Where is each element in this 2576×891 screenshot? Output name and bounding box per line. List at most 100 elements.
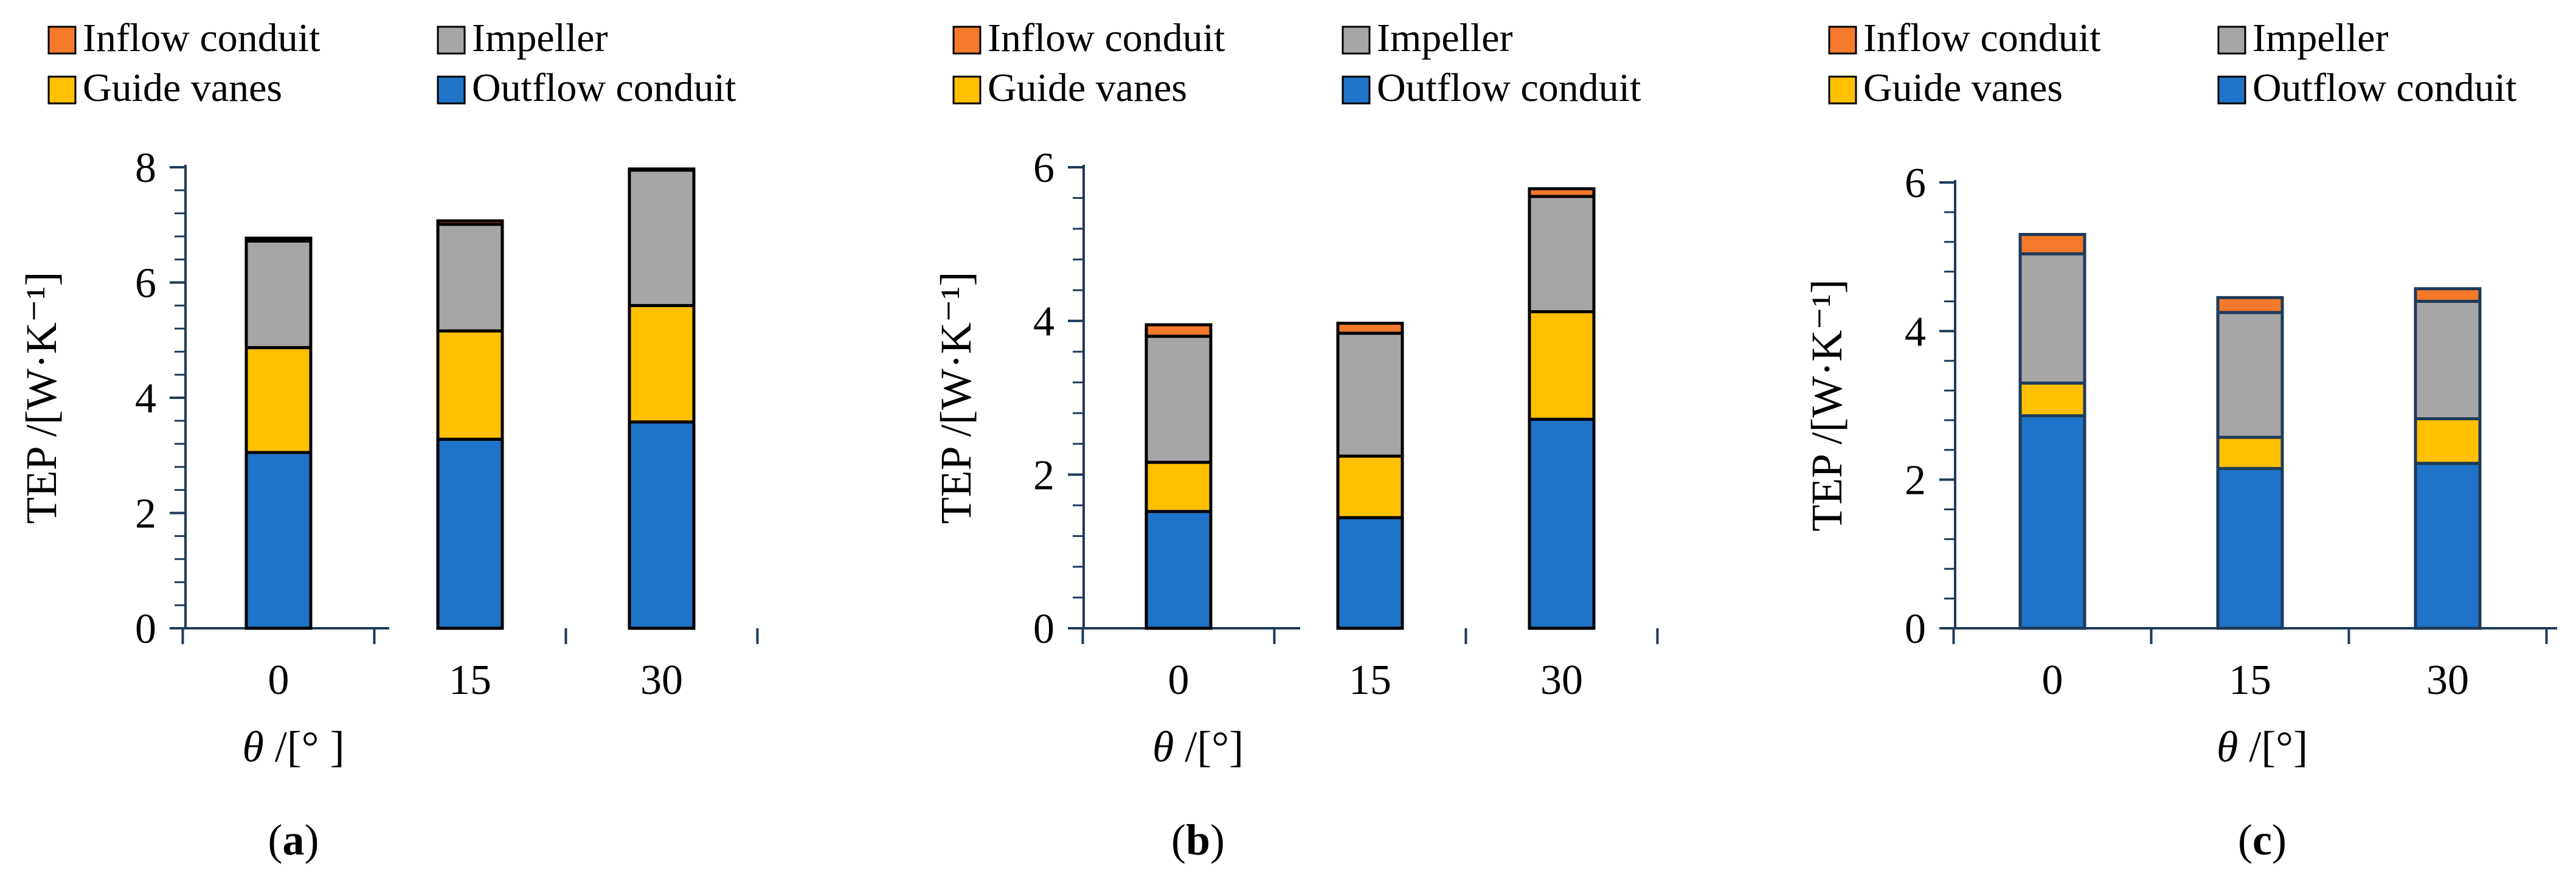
y-tick-label: 6 [1033, 145, 1054, 192]
bar-inflow-conduit-30 [2414, 287, 2482, 303]
bar-outflow-conduit-30 [1528, 417, 1596, 630]
legend-swatch-inflow-conduit [952, 26, 982, 55]
axes: 0 2 4 6 8 0 15 30 [135, 145, 759, 704]
bars [244, 167, 696, 630]
legend-label-outflow-conduit: Outflow conduit [2252, 66, 2516, 110]
x-axis-symbol: θ [1152, 723, 1174, 771]
y-axis-label: TEP /[W·K⁻¹] [1802, 279, 1851, 532]
legend-item-inflow-conduit: Inflow conduit [47, 16, 320, 60]
legend-item-impeller: Impeller [437, 16, 608, 60]
bar-inflow-conduit-30 [628, 167, 696, 172]
bar-inflow-conduit-15 [2216, 296, 2284, 314]
y-tick-label: 6 [135, 260, 156, 307]
bar-impeller-0 [2018, 252, 2086, 385]
legend-swatch-outflow-conduit [437, 75, 466, 105]
legend-label-outflow-conduit: Outflow conduit [472, 66, 736, 110]
bars [2018, 233, 2482, 630]
legend-item-outflow-conduit: Outflow conduit [437, 66, 736, 110]
legend-item-inflow-conduit: Inflow conduit [952, 16, 1225, 60]
bar-outflow-conduit-30 [628, 420, 696, 630]
legend-label-guide-vanes: Guide vanes [988, 66, 1187, 110]
y-tick-label: 2 [1033, 452, 1054, 499]
legend-item-impeller: Impeller [1342, 16, 1513, 60]
y-tick-label: 8 [135, 145, 156, 192]
legend-label-inflow-conduit: Inflow conduit [83, 16, 320, 60]
legend-item-outflow-conduit: Outflow conduit [1342, 66, 1641, 110]
bar-inflow-conduit-0 [244, 237, 313, 243]
bar-guide-vanes-0 [2018, 381, 2086, 418]
legend-swatch-guide-vanes [47, 75, 77, 105]
legend-item-guide-vanes: Guide vanes [47, 66, 282, 110]
y-tick-label: 4 [135, 375, 156, 422]
panel-paren-open: ( [268, 816, 283, 864]
y-tick-label: 6 [1905, 160, 1926, 207]
x-tick-label: 0 [268, 657, 289, 704]
legend-label-impeller: Impeller [2252, 16, 2389, 60]
legend-label-inflow-conduit: Inflow conduit [1863, 16, 2100, 60]
legend-item-inflow-conduit: Inflow conduit [1828, 16, 2100, 60]
axes: 0 2 4 6 0 15 30 [1033, 145, 1659, 704]
legend-swatch-impeller [437, 26, 466, 55]
legend-label-inflow-conduit: Inflow conduit [988, 16, 1225, 60]
bar-outflow-conduit-15 [2216, 466, 2284, 630]
bar-guide-vanes-30 [1528, 310, 1596, 421]
legend-swatch-outflow-conduit [2217, 75, 2246, 105]
panel-label: (c) [2238, 816, 2287, 864]
y-tick-label: 2 [135, 491, 156, 538]
legend-item-outflow-conduit: Outflow conduit [2217, 66, 2516, 110]
bar-outflow-conduit-0 [244, 451, 313, 630]
x-axis-unit: /[°] [1174, 723, 1244, 771]
legend-item-guide-vanes: Guide vanes [1828, 66, 2063, 110]
x-axis-label: θ /[° ] [242, 723, 344, 771]
panel-paren-close: ) [305, 816, 319, 864]
bar-outflow-conduit-0 [2018, 414, 2086, 630]
bar-guide-vanes-30 [628, 303, 696, 424]
y-tick-label: 0 [135, 606, 156, 653]
panel-paren-open: ( [1171, 816, 1186, 864]
panel-a: Inflow conduit Impeller Guide vanes Outflow… [17, 16, 759, 864]
legend-label-guide-vanes: Guide vanes [83, 66, 282, 110]
y-axis-label: TEP /[W·K⁻¹] [17, 272, 66, 524]
panel-paren-open: ( [2238, 816, 2252, 864]
x-axis-symbol: θ [2217, 723, 2238, 771]
panel-letter: c [2252, 816, 2272, 864]
x-tick-label: 0 [1168, 657, 1189, 704]
bar-guide-vanes-0 [244, 346, 313, 454]
legend-swatch-inflow-conduit [1828, 26, 1857, 55]
legend-label-guide-vanes: Guide vanes [1863, 66, 2063, 110]
panel-letter: a [283, 816, 305, 864]
legend-swatch-guide-vanes [952, 75, 982, 105]
bar-impeller-0 [1144, 335, 1213, 464]
bar-inflow-conduit-15 [1336, 321, 1404, 335]
bar-guide-vanes-30 [2414, 417, 2482, 465]
legend-label-impeller: Impeller [472, 16, 608, 60]
bars [1144, 187, 1596, 630]
panel-label: (a) [268, 816, 319, 864]
panel-paren-close: ) [2272, 816, 2287, 864]
x-tick-label: 0 [2042, 657, 2063, 704]
bar-impeller-15 [1336, 331, 1404, 458]
bar-impeller-30 [2414, 299, 2482, 420]
legend-label-outflow-conduit: Outflow conduit [1377, 66, 1641, 110]
y-tick-label: 4 [1033, 299, 1054, 345]
bar-outflow-conduit-15 [436, 437, 504, 630]
x-tick-label: 15 [1349, 657, 1391, 704]
bar-impeller-15 [2216, 311, 2284, 439]
bar-inflow-conduit-0 [1144, 323, 1213, 338]
bar-guide-vanes-15 [1336, 454, 1404, 519]
legend: Inflow conduit Impeller Guide vanes Outflow… [47, 16, 736, 110]
bar-outflow-conduit-30 [2414, 462, 2482, 630]
bar-guide-vanes-15 [2216, 435, 2284, 470]
bar-impeller-0 [244, 239, 313, 350]
panel-letter: b [1186, 816, 1210, 864]
x-axis-unit: /[° ] [264, 723, 345, 771]
bar-impeller-30 [628, 168, 696, 307]
y-tick-label: 2 [1905, 457, 1926, 504]
legend-label-impeller: Impeller [1377, 16, 1513, 60]
x-axis-label: θ /[°] [1152, 723, 1244, 771]
legend-swatch-outflow-conduit [1342, 75, 1371, 105]
legend-swatch-impeller [1342, 26, 1371, 55]
x-tick-label: 30 [640, 657, 683, 704]
legend-swatch-impeller [2217, 26, 2246, 55]
